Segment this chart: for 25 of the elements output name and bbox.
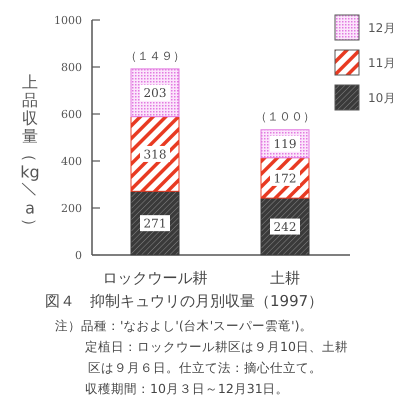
text: 注）品種：'なおよし'(台木'スーパー雲竜')。 xyxy=(55,318,312,333)
y-tick-label: 1000 xyxy=(54,14,82,27)
text: 区は９月６日。仕立て法：摘心仕立て。 xyxy=(88,360,322,375)
legend-label: 10月 xyxy=(368,91,396,105)
y-tick-label: 400 xyxy=(61,155,82,168)
legend-label: 12月 xyxy=(368,21,396,35)
annotation: （１４９） xyxy=(125,48,185,63)
data-label: 318 xyxy=(144,147,166,162)
y-tick-label: 0 xyxy=(75,249,82,262)
x-tick-label: 土耕 xyxy=(270,269,300,287)
data-label: 271 xyxy=(144,216,166,231)
legend-label: 11月 xyxy=(368,56,396,70)
data-label: 119 xyxy=(274,137,296,152)
y-tick-label: 600 xyxy=(61,108,82,121)
ylabel: 上品収量（kg／a） xyxy=(20,72,40,234)
data-label: 242 xyxy=(274,220,296,234)
y-tick-label: 200 xyxy=(61,202,82,215)
data-label: 172 xyxy=(274,171,296,186)
y-tick-label: 800 xyxy=(61,61,82,74)
caption: 図４ 抑制キュウリの月別収量（1997） xyxy=(45,292,324,310)
text: 収穫期間：10月３日～12月31日。 xyxy=(85,381,289,396)
annotation: （１００） xyxy=(255,110,315,124)
data-label: 203 xyxy=(144,86,166,100)
text: 定植日：ロックウール耕区は９月10日、土耕 xyxy=(85,339,348,354)
x-tick-label: ロックウール耕 xyxy=(102,269,208,287)
